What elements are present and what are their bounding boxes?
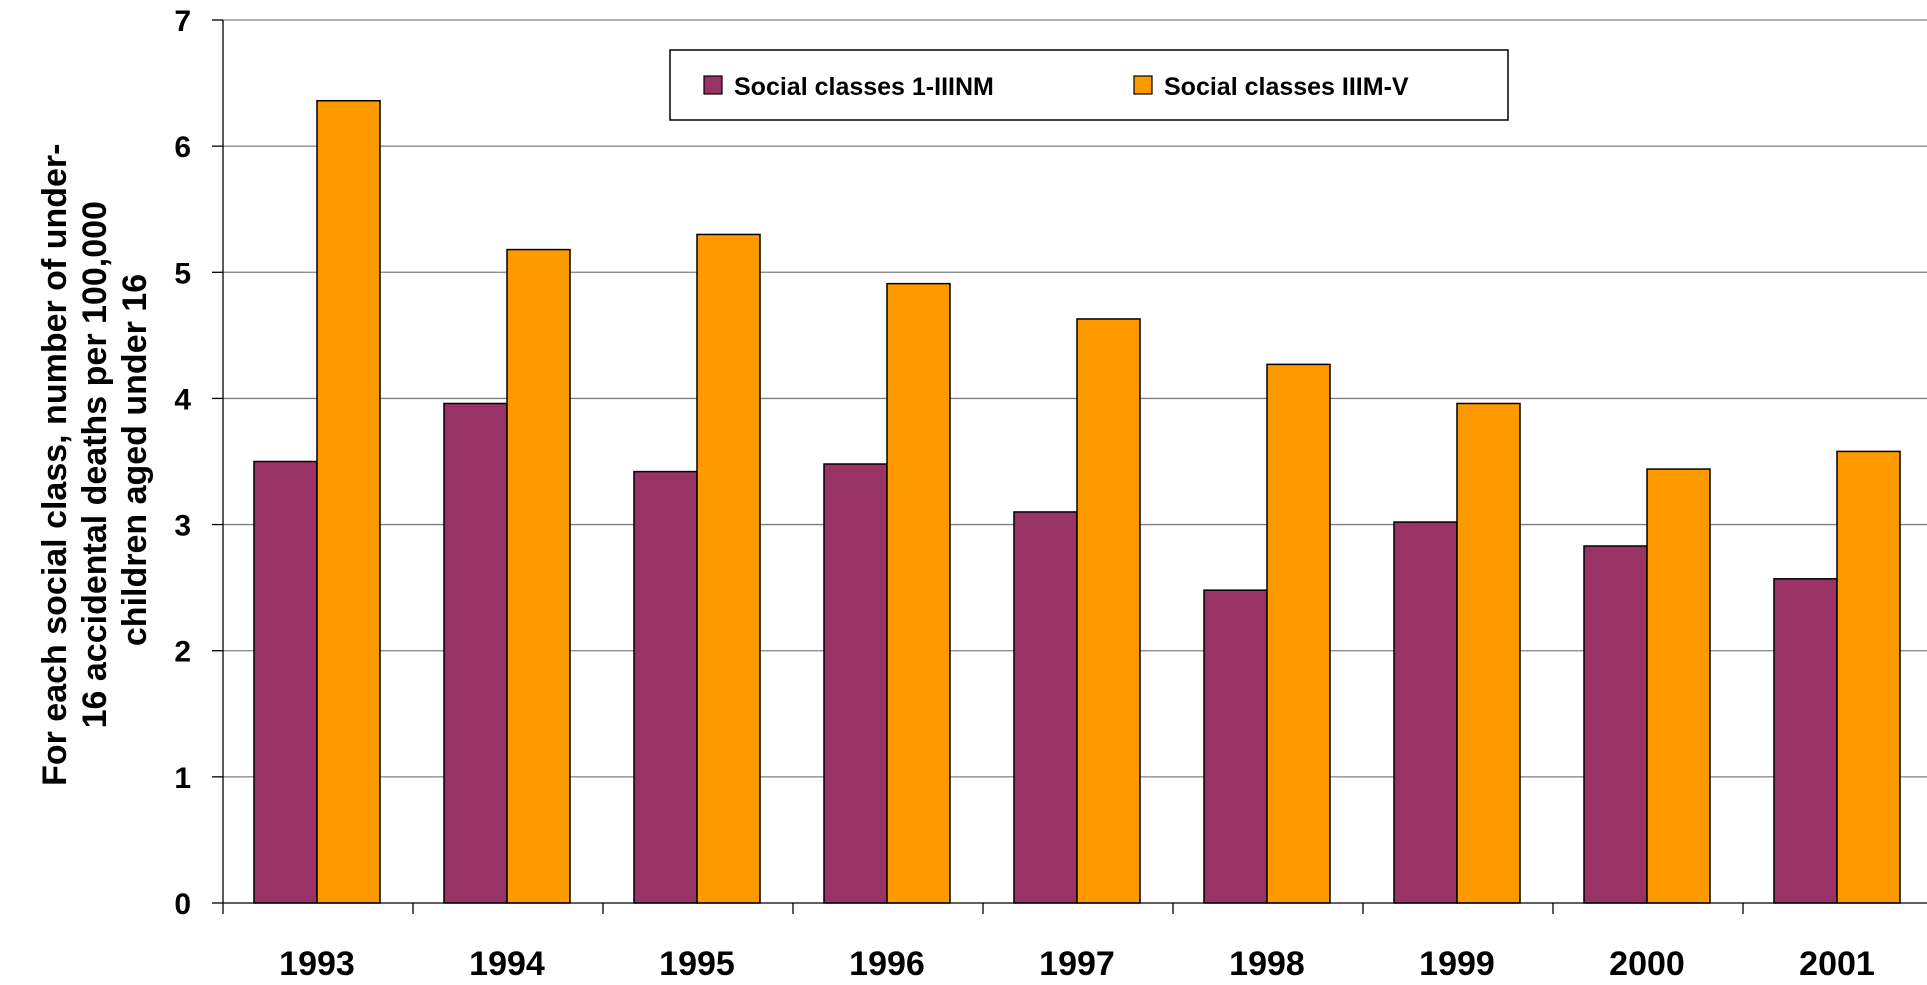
x-tick-label: 1999 xyxy=(1419,945,1495,983)
bar-2-1994 xyxy=(506,248,571,904)
legend: Social classes 1-IIINM Social classes II… xyxy=(669,49,1509,121)
bar-1-1997 xyxy=(1013,511,1078,904)
bar-2-2001 xyxy=(1836,450,1901,904)
y-tick-label: 1 xyxy=(174,762,191,795)
x-tick-label: 1995 xyxy=(659,945,735,983)
y-tick-label: 3 xyxy=(174,510,191,543)
x-tick-label: 2000 xyxy=(1609,945,1685,983)
x-tick-label: 1993 xyxy=(279,945,355,983)
bar-1-2001 xyxy=(1773,578,1838,904)
bar-2-1993 xyxy=(316,99,381,904)
y-tick-label: 2 xyxy=(174,636,191,669)
bar-1-1995 xyxy=(633,470,698,904)
bar-2-2000 xyxy=(1646,468,1711,904)
y-tick-label: 7 xyxy=(174,5,191,38)
y-tick-label: 4 xyxy=(174,383,191,416)
x-tick-label: 1994 xyxy=(469,945,545,983)
legend-label-series-2: Social classes IIIM-V xyxy=(1164,73,1409,101)
bar-1-1994 xyxy=(443,402,508,904)
legend-label-series-1: Social classes 1-IIINM xyxy=(734,73,994,101)
bar-2-1998 xyxy=(1266,363,1331,904)
x-tick-label: 2001 xyxy=(1799,945,1875,983)
y-tick-labels: 0 1 2 3 4 5 6 7 xyxy=(174,5,191,921)
bars xyxy=(253,99,1901,904)
bar-1-1999 xyxy=(1393,521,1458,904)
bar-1-2000 xyxy=(1583,545,1648,904)
y-axis-label: For each social class, number of under- … xyxy=(36,134,154,786)
x-tick-labels: 1993 1994 1995 1996 1997 1998 1999 2000 2001 xyxy=(279,945,1875,983)
x-tick-label: 1998 xyxy=(1229,945,1305,983)
y-tick-label: 0 xyxy=(174,888,191,921)
legend-swatch-series-2 xyxy=(1133,75,1153,95)
bar-1-1996 xyxy=(823,463,888,904)
legend-swatch-series-1 xyxy=(703,75,723,95)
x-tick-label: 1997 xyxy=(1039,945,1115,983)
x-tick-label: 1996 xyxy=(849,945,925,983)
y-tick-label: 6 xyxy=(174,131,191,164)
bar-2-1995 xyxy=(696,233,761,904)
axes xyxy=(212,19,1927,914)
bar-2-1996 xyxy=(886,282,951,904)
y-tick-label: 5 xyxy=(174,257,191,290)
y-axis-label-line-1: For each social class, number of under- xyxy=(36,144,74,786)
y-axis-label-line-2: 16 accidental deaths per 100,000 xyxy=(76,201,114,728)
legend-box xyxy=(669,49,1509,121)
y-axis-label-line-3: children aged under 16 xyxy=(116,274,154,646)
bar-2-1999 xyxy=(1456,402,1521,904)
bar-1-1998 xyxy=(1203,589,1268,904)
bar-2-1997 xyxy=(1076,318,1141,904)
bar-1-1993 xyxy=(253,460,318,904)
